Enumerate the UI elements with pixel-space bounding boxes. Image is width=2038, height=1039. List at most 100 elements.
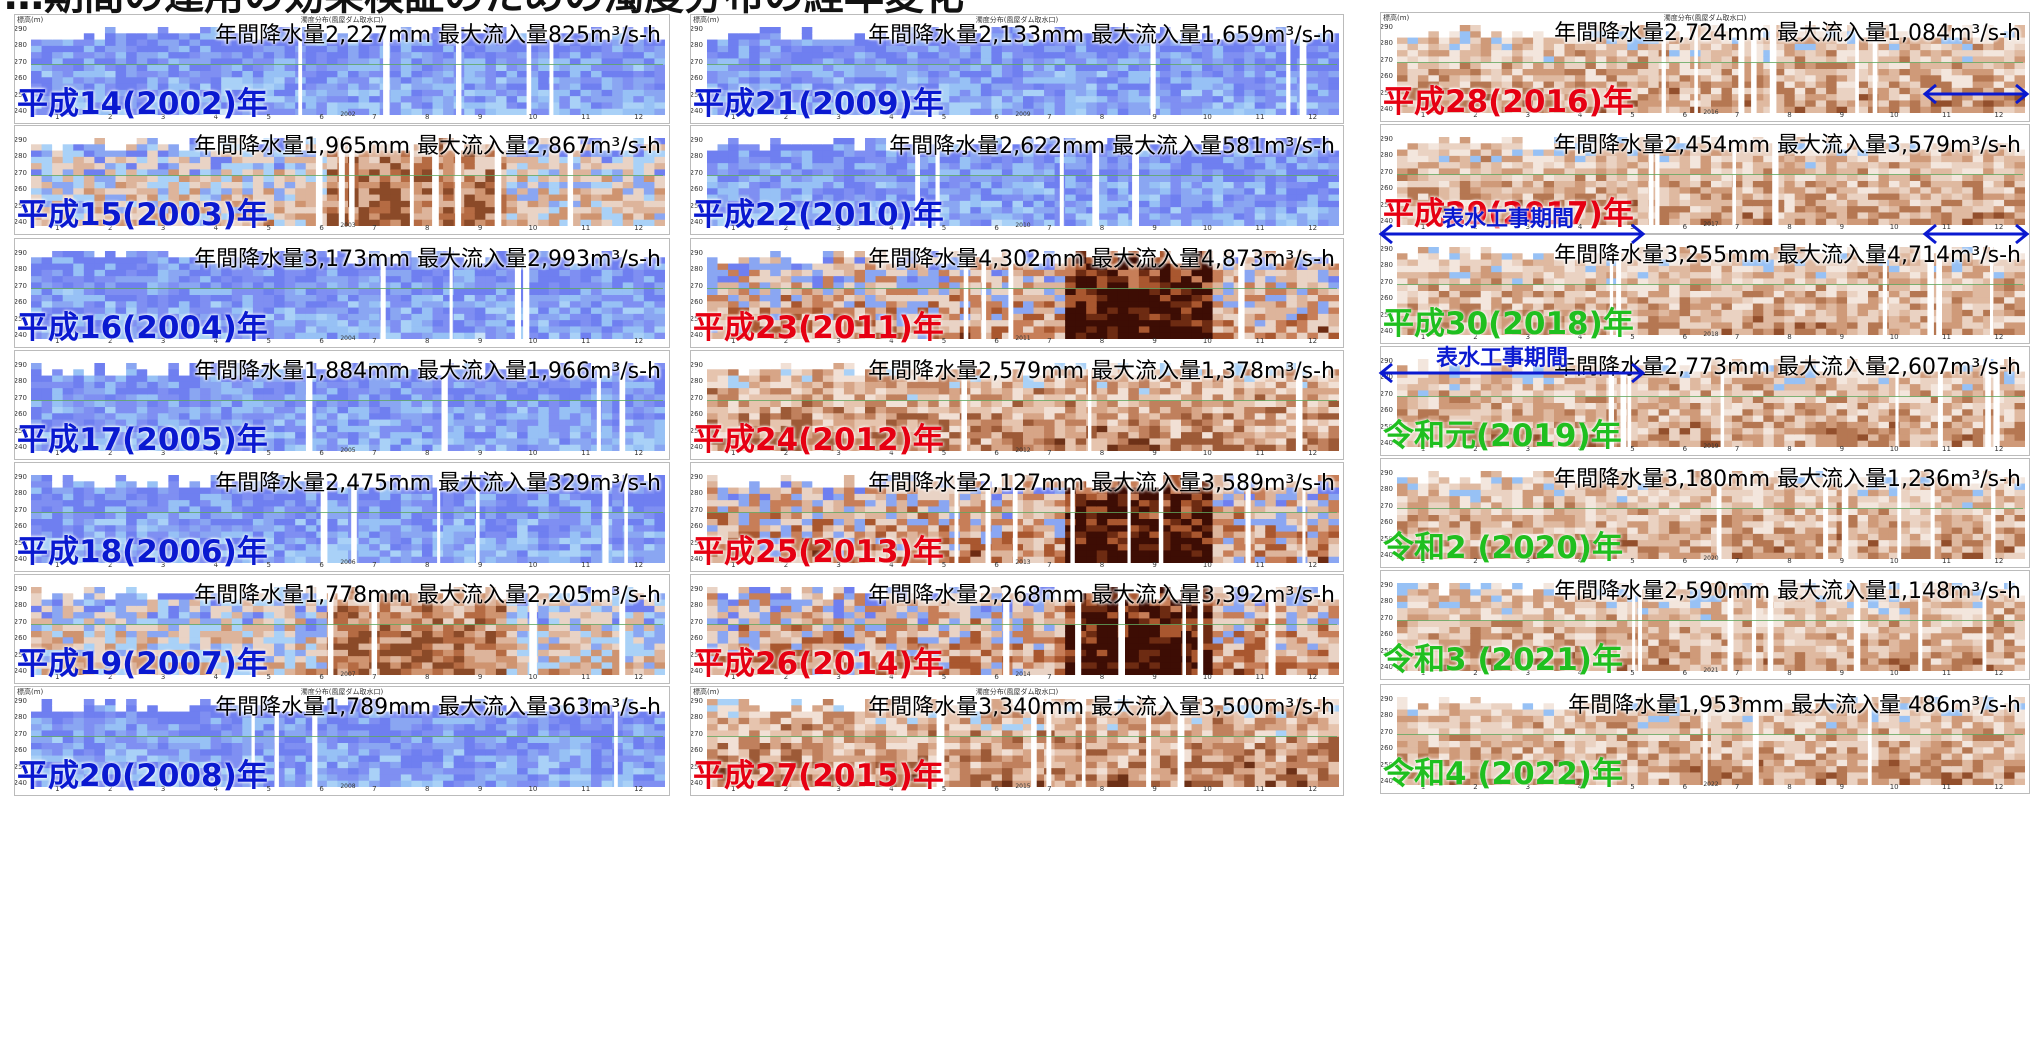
heatmap-cell <box>464 71 476 78</box>
heatmap-cell <box>136 487 148 495</box>
heatmap-cell <box>548 320 560 328</box>
heatmap-cell <box>104 96 117 104</box>
heatmap-cell <box>295 251 307 258</box>
heatmap-cell <box>358 656 370 664</box>
heatmap-cell <box>73 163 85 171</box>
heatmap-cell <box>601 182 613 189</box>
heatmap-cell <box>274 388 286 396</box>
heatmap-cell <box>52 587 64 594</box>
heatmap-cell <box>643 200 656 208</box>
heatmap-cell <box>305 175 317 183</box>
heatmap-cell <box>147 207 159 215</box>
heatmap-cell <box>126 506 138 514</box>
heatmap-cell <box>31 519 43 526</box>
heatmap-cell <box>62 52 74 60</box>
heatmap-cell <box>83 282 95 290</box>
heatmap-cell <box>284 649 296 657</box>
heatmap-cell <box>654 96 666 104</box>
heatmap-cell <box>591 525 603 533</box>
heatmap-cell <box>654 394 666 402</box>
heatmap-cell <box>601 27 613 34</box>
heatmap-cell <box>52 375 64 383</box>
heatmap-cell <box>421 419 434 427</box>
heatmap-cell <box>622 369 634 377</box>
heatmap-cell <box>390 163 402 171</box>
heatmap-cell <box>485 307 497 315</box>
heatmap-cell <box>221 295 233 302</box>
heatmap-cell <box>400 506 412 514</box>
heatmap-cell <box>390 637 402 645</box>
heatmap-cell <box>517 156 529 164</box>
heatmap-cell <box>52 605 64 613</box>
heatmap-cell <box>369 307 381 315</box>
heatmap-cell <box>284 295 296 302</box>
heatmap-cell <box>474 381 486 389</box>
heatmap-cell <box>73 363 85 370</box>
heatmap-cell <box>31 108 43 116</box>
heatmap-cell <box>189 89 201 97</box>
heatmap-cell <box>495 83 508 91</box>
heatmap-cell <box>200 213 212 221</box>
heatmap-cell <box>400 413 412 421</box>
heatmap-cell <box>421 525 434 533</box>
heatmap-cell <box>337 487 349 495</box>
heatmap-cell <box>41 475 53 482</box>
heatmap-cell <box>126 618 138 626</box>
heatmap-cell <box>569 251 582 258</box>
heatmap-cell <box>337 71 349 78</box>
heatmap-cell <box>337 369 349 377</box>
heatmap-cell <box>411 605 423 613</box>
heatmap-cell <box>62 163 74 171</box>
heatmap-cell <box>115 475 127 482</box>
heatmap-cell <box>337 587 349 594</box>
heatmap-cell <box>41 500 53 508</box>
heatmap-cell <box>73 182 85 189</box>
heatmap-cell <box>390 263 402 271</box>
heatmap-cell <box>506 194 518 202</box>
heatmap-cell <box>411 144 423 152</box>
heatmap-cell <box>390 156 402 164</box>
heatmap-cell <box>73 33 85 41</box>
heatmap-cell <box>643 425 656 433</box>
heatmap-cell <box>622 519 634 526</box>
heatmap-cell <box>136 52 148 60</box>
heatmap-cell <box>643 144 656 152</box>
heatmap-cell <box>453 587 465 594</box>
heatmap-cell <box>580 263 592 271</box>
heatmap-cell <box>421 444 434 452</box>
heatmap-cell <box>569 276 582 284</box>
heatmap-cell <box>94 475 106 482</box>
heatmap-cell <box>31 493 43 501</box>
heatmap-cell <box>432 419 444 427</box>
heatmap-cell <box>633 407 645 414</box>
heatmap-cell <box>157 493 169 501</box>
heatmap-cell <box>41 381 53 389</box>
heatmap-cell <box>284 593 296 601</box>
heatmap-cell <box>580 108 592 116</box>
heatmap-cell <box>559 269 571 277</box>
heatmap-cell <box>126 108 138 116</box>
heatmap-cell <box>274 550 286 558</box>
heatmap-cell <box>548 169 560 177</box>
heatmap-cell <box>126 593 138 601</box>
heatmap-cell <box>337 643 349 651</box>
heatmap-cell <box>569 58 582 66</box>
heatmap-cell <box>517 89 529 97</box>
heatmap-cell <box>464 332 476 340</box>
heatmap-cell <box>157 163 169 171</box>
heatmap-cell <box>252 425 265 433</box>
heatmap-cell <box>305 150 317 158</box>
heatmap-cell <box>517 444 529 452</box>
x-tick-label: 12 <box>634 224 644 232</box>
heatmap-cell <box>305 493 317 501</box>
heatmap-cell <box>411 77 423 85</box>
heatmap-cell <box>210 506 222 514</box>
heatmap-cell <box>83 320 95 328</box>
heatmap-cell <box>495 263 508 271</box>
heatmap-cell <box>326 419 339 427</box>
annual-stats: 年間降水量2,475mm 最大流入量329m³/s-h <box>215 471 661 496</box>
heatmap-cell <box>83 108 95 116</box>
heatmap-cell <box>369 556 381 564</box>
heatmap-cell <box>517 33 529 41</box>
heatmap-cell <box>337 394 349 402</box>
